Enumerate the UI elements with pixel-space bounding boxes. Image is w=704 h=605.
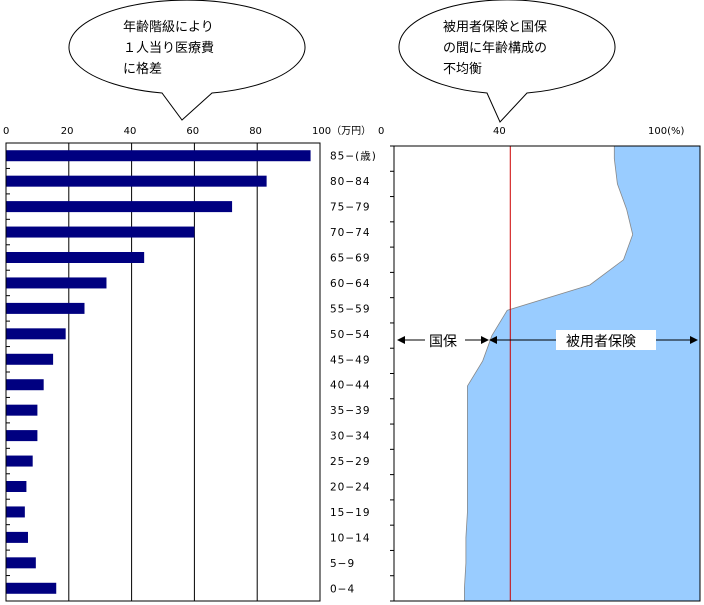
age-category-label: 20−24	[330, 482, 371, 494]
bar-5−9	[6, 557, 36, 569]
bar-75−79	[6, 201, 233, 213]
age-category-labels: 85−(歳) 80−84 75−79 70−74 65−69 60−64 55−59 50−5…	[330, 151, 377, 596]
left-callout-line-1: 年齢階級により	[123, 20, 214, 35]
arrow-employee-right-head	[690, 336, 698, 344]
left-x-tick-label: 100（万円）	[312, 125, 371, 137]
age-category-label: 30−34	[330, 431, 371, 443]
age-category-label: 50−54	[330, 329, 371, 341]
age-category-label: 80−84	[330, 176, 371, 188]
age-category-label: 70−74	[330, 227, 371, 239]
region-label-employee: 被用者保険	[566, 334, 636, 350]
bar-45−49	[6, 353, 54, 365]
arrow-kokuho-left-head	[397, 336, 405, 344]
arrow-employee-left-head	[489, 336, 497, 344]
left-x-tick-label: 0	[3, 126, 9, 137]
bar-35−39	[6, 404, 38, 416]
right-callout-line-2: の間に年齢構成の	[443, 41, 547, 56]
left-callout-bubble	[68, 0, 306, 121]
bar-0−4	[6, 582, 57, 594]
bar-60−64	[6, 277, 107, 289]
bar-55−59	[6, 302, 85, 314]
area-employee-insurance	[464, 146, 700, 601]
age-category-label: 10−14	[330, 532, 371, 544]
left-x-tick-label: 80	[249, 126, 262, 137]
right-x-tick-label: 0	[378, 126, 384, 137]
bar-20−24	[6, 481, 27, 492]
age-category-label: 5−9	[330, 558, 355, 570]
age-category-label: 55−59	[330, 303, 371, 315]
bar-25−29	[6, 455, 33, 467]
age-category-label: 65−69	[330, 253, 371, 265]
age-category-label: 60−64	[330, 278, 371, 290]
left-x-tick-label: 60	[186, 126, 199, 137]
bar-85−(歳)	[6, 150, 311, 162]
age-category-label: 35−39	[330, 405, 371, 417]
right-callout: 被用者保険と国保 の間に年齢構成の 不均衡	[398, 0, 616, 123]
bar-40−44	[6, 379, 44, 391]
left-callout-line-2: １人当り医療費	[123, 41, 214, 56]
bar-10−14	[6, 531, 28, 543]
area-boundary-line	[464, 146, 634, 601]
right-x-tick-label: 100(%)	[648, 126, 684, 137]
age-category-label: 45−49	[330, 354, 371, 366]
bar-80−84	[6, 175, 267, 187]
age-category-label: 25−29	[330, 456, 371, 468]
left-callout: 年齢階級により １人当り医療費 に格差	[68, 0, 306, 121]
left-callout-line-3: に格差	[123, 61, 162, 77]
region-label-kokuho: 国保	[429, 334, 457, 350]
right-x-tick-label: 40	[493, 126, 506, 137]
bar-65−69	[6, 252, 145, 263]
bar-50−54	[6, 328, 66, 340]
age-category-label: 75−79	[330, 202, 371, 214]
right-callout-bubble	[398, 0, 616, 123]
left-x-tick-label: 20	[61, 126, 74, 137]
age-category-label: 85−(歳)	[330, 151, 377, 163]
age-category-label: 40−44	[330, 380, 371, 392]
age-category-label: 0−4	[330, 583, 355, 595]
arrow-kokuho-right-head	[481, 336, 489, 344]
right-callout-line-1: 被用者保険と国保	[443, 20, 547, 35]
region-arrows: 国保 被用者保険	[397, 330, 698, 350]
bar-15−19	[6, 506, 25, 518]
bar-70−74	[6, 226, 195, 238]
bar-30−34	[6, 430, 38, 442]
age-category-label: 15−19	[330, 507, 371, 519]
right-callout-line-3: 不均衡	[443, 62, 482, 77]
insurance-composition-chart: 0 40 100(%) 国保 被用者保険	[378, 126, 701, 602]
left-x-tick-label: 40	[124, 126, 137, 137]
medical-cost-bar-chart: 0 20 40 60 80 100（万円）	[3, 125, 371, 602]
